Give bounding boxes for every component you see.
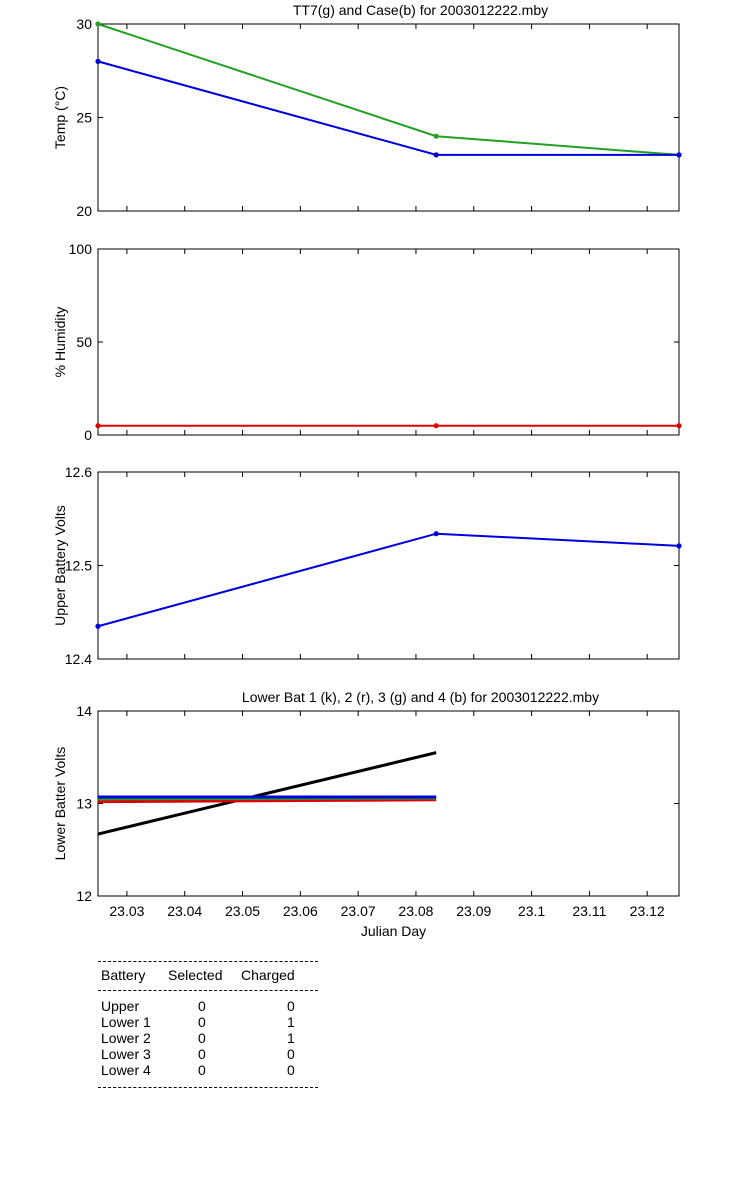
header-charged: Charged [241, 967, 295, 983]
x-axis-label: Julian Day [361, 923, 426, 939]
cell-selected: 0 [198, 1046, 206, 1062]
data-point [433, 152, 439, 158]
cell-battery: Lower 3 [101, 1046, 151, 1062]
data-point [676, 543, 682, 549]
series-line [97, 798, 437, 804]
plot-frame [97, 471, 680, 660]
x-tick-label: 23.04 [167, 903, 202, 919]
y-tick-label: 14 [76, 703, 92, 719]
y-tick-label: 25 [76, 110, 92, 126]
header-selected: Selected [168, 967, 223, 983]
x-tick-label: 23.06 [283, 903, 318, 919]
y-axis-label: Upper Battery Volts [52, 505, 68, 626]
chart-title: Lower Bat 1 (k), 2 (r), 3 (g) and 4 (b) … [242, 689, 599, 705]
y-tick-label: 20 [76, 203, 92, 219]
table-top-rule [98, 961, 318, 962]
y-tick-label: 12 [76, 888, 92, 904]
x-tick-label: 23.07 [341, 903, 376, 919]
data-point [433, 423, 439, 429]
data-point [95, 623, 101, 629]
cell-battery: Lower 2 [101, 1030, 151, 1046]
table-row: Lower 4 0 0 [101, 1062, 318, 1078]
y-tick-label: 13 [76, 796, 92, 812]
cell-charged: 1 [287, 1014, 295, 1030]
x-tick-label: 23.1 [518, 903, 545, 919]
data-point [433, 133, 439, 139]
header-battery: Battery [101, 967, 146, 983]
cell-battery: Lower 1 [101, 1014, 151, 1030]
chart-title: TT7(g) and Case(b) for 2003012222.mby [293, 2, 548, 18]
cell-battery: Lower 4 [101, 1062, 151, 1078]
table-body: Upper 0 0 Lower 1 0 1 Lower 2 0 1 Lower … [98, 991, 318, 1087]
series-line [97, 751, 437, 836]
plot-frame [97, 248, 680, 436]
battery-status-table: Battery Selected Charged Upper 0 0 Lower… [98, 961, 318, 1088]
cell-charged: 0 [287, 1062, 295, 1078]
x-tick-label: 23.03 [109, 903, 144, 919]
x-tick-label: 23.08 [398, 903, 433, 919]
data-point [95, 58, 101, 64]
cell-charged: 1 [287, 1030, 295, 1046]
cell-charged: 0 [287, 1046, 295, 1062]
table-row: Lower 1 0 1 [101, 1014, 318, 1030]
data-point [95, 21, 101, 27]
y-tick-label: 12.6 [65, 464, 92, 480]
x-tick-label: 23.09 [456, 903, 491, 919]
x-tick-label: 23.05 [225, 903, 260, 919]
y-tick-label: 12.4 [65, 651, 92, 667]
y-tick-label: 0 [84, 427, 92, 443]
y-axis-label: % Humidity [52, 307, 68, 378]
x-tick-label: 23.12 [630, 903, 665, 919]
table-bottom-rule [98, 1087, 318, 1088]
cell-battery: Upper [101, 998, 140, 1014]
y-tick-label: 12.5 [65, 558, 92, 574]
table-row: Upper 0 0 [101, 998, 318, 1014]
plot-frame [97, 710, 680, 897]
y-tick-label: 100 [69, 241, 93, 257]
y-tick-label: 50 [76, 334, 92, 350]
table-header-rule [98, 990, 318, 991]
data-point [95, 423, 101, 429]
y-tick-label: 30 [76, 16, 92, 32]
cell-selected: 0 [198, 1030, 206, 1046]
table-row: Lower 3 0 0 [101, 1046, 318, 1062]
x-tick-label: 23.11 [572, 903, 606, 919]
cell-selected: 0 [198, 1062, 206, 1078]
y-axis-label: Temp (°C) [52, 86, 68, 149]
data-point [676, 423, 682, 429]
data-point [676, 152, 682, 158]
series-line [97, 60, 679, 156]
cell-selected: 0 [198, 998, 206, 1014]
series-line [97, 532, 680, 628]
table-header-row: Battery Selected Charged [98, 962, 318, 990]
data-point [433, 531, 439, 537]
cell-charged: 0 [287, 998, 295, 1014]
series-line [97, 23, 680, 156]
y-axis-label: Lower Batter Volts [52, 747, 68, 861]
cell-selected: 0 [198, 1014, 206, 1030]
table-row: Lower 2 0 1 [101, 1030, 318, 1046]
